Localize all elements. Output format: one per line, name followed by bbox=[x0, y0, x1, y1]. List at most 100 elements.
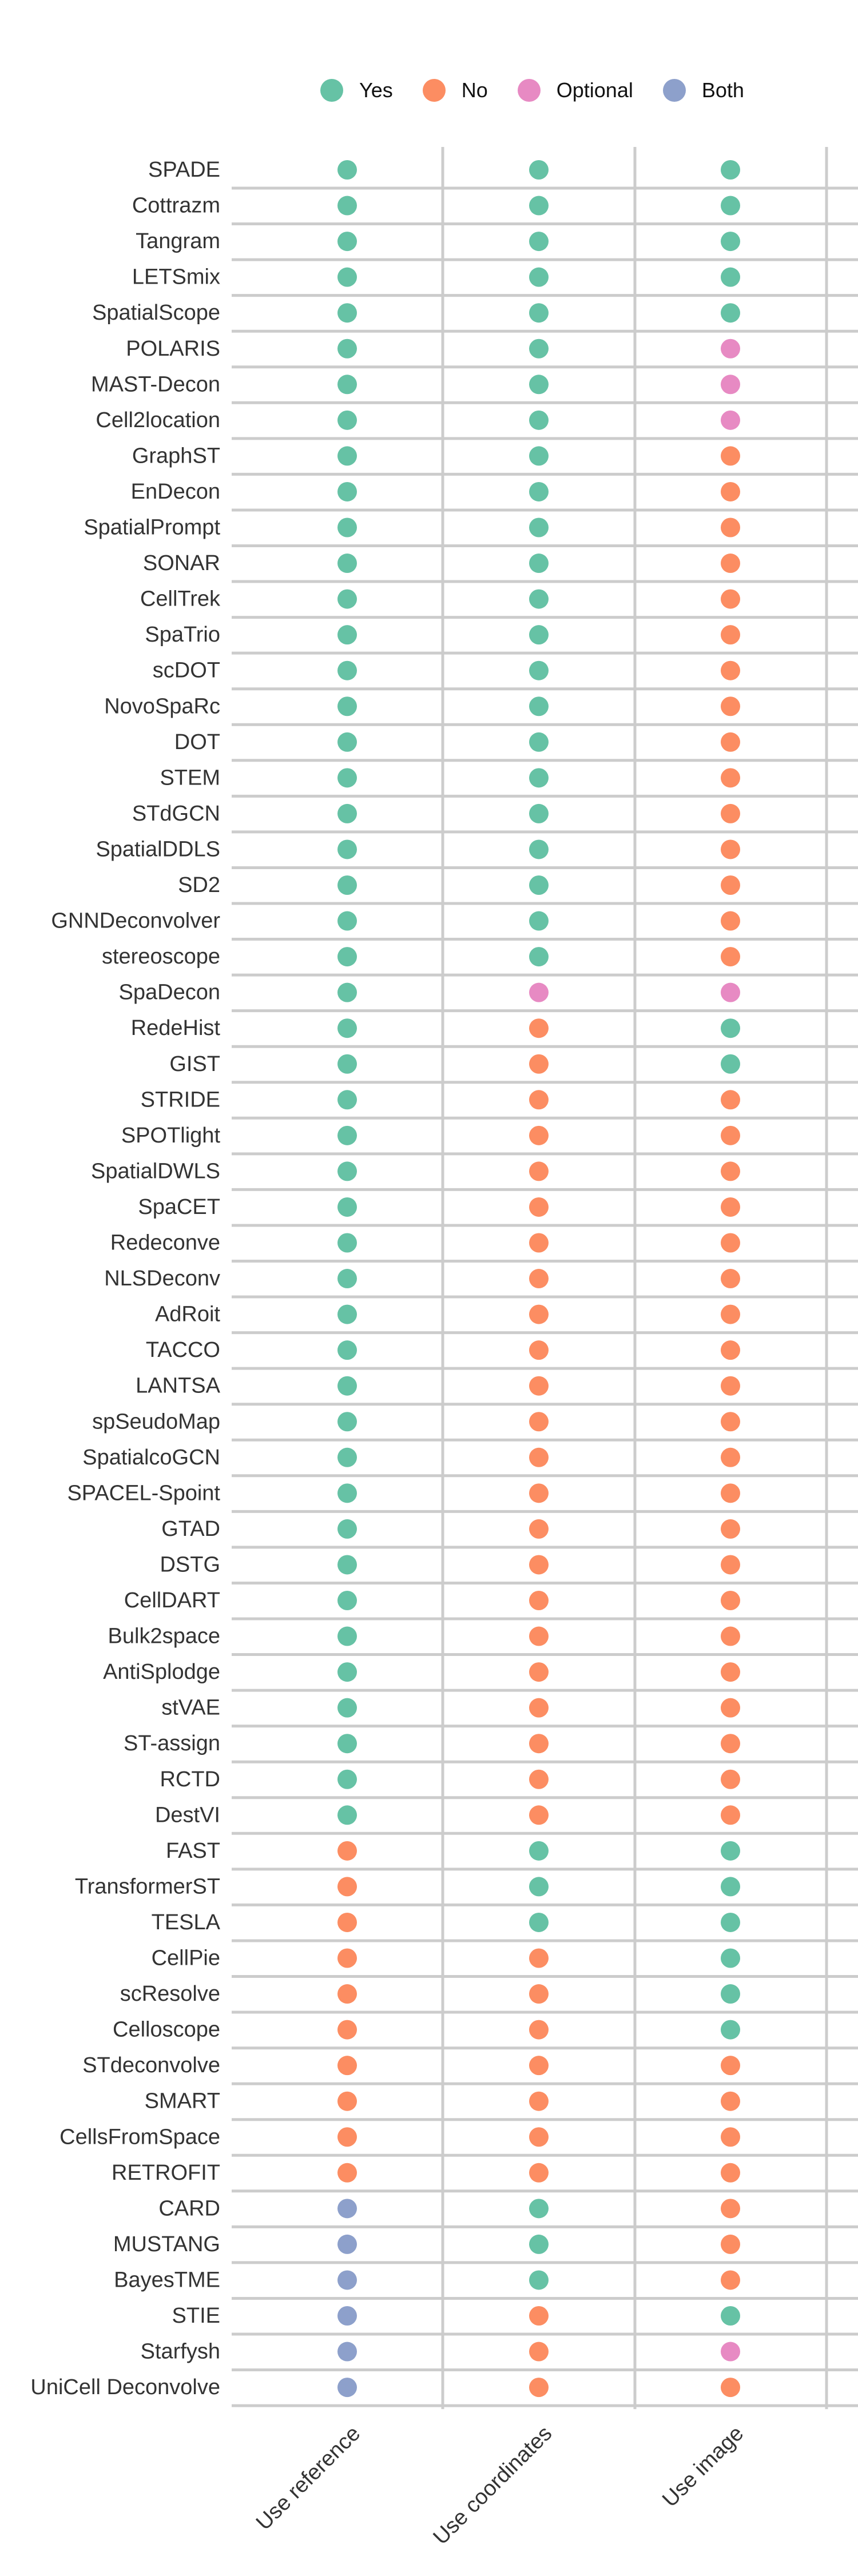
dot-use-reference bbox=[337, 696, 357, 716]
method-label: Cottrazm bbox=[132, 194, 220, 218]
dot-use-image bbox=[721, 2020, 740, 2040]
method-label: SpaCET bbox=[138, 1195, 220, 1219]
dot-use-coordinates bbox=[529, 1912, 549, 1932]
legend-label: Optional bbox=[556, 78, 633, 102]
dot-use-reference bbox=[337, 1125, 357, 1145]
method-label: FAST bbox=[166, 1839, 220, 1863]
dot-use-image bbox=[721, 1662, 740, 1682]
dot-use-image bbox=[721, 2342, 740, 2362]
method-label: DOT bbox=[174, 730, 220, 754]
dot-use-image bbox=[721, 1483, 740, 1503]
legend-label: No bbox=[461, 78, 488, 102]
dot-use-coordinates bbox=[529, 1269, 549, 1289]
dot-use-reference bbox=[337, 947, 357, 967]
method-label: STIE bbox=[172, 2304, 220, 2328]
dot-use-reference bbox=[337, 232, 357, 252]
dot-use-reference bbox=[337, 1018, 357, 1038]
dot-use-image bbox=[721, 1519, 740, 1539]
dot-use-reference bbox=[337, 1769, 357, 1789]
method-label: GIST bbox=[169, 1052, 220, 1076]
dot-use-image bbox=[721, 2199, 740, 2219]
dot-use-coordinates bbox=[529, 1376, 549, 1396]
dot-use-reference bbox=[337, 1877, 357, 1897]
dot-use-image bbox=[721, 1734, 740, 1754]
dot-use-reference bbox=[337, 196, 357, 216]
dot-use-reference bbox=[337, 2270, 357, 2290]
method-label: TransformerST bbox=[75, 1874, 220, 1898]
dot-use-coordinates bbox=[529, 410, 549, 430]
dot-use-reference bbox=[337, 2306, 357, 2326]
dot-use-image bbox=[721, 911, 740, 931]
dot-use-coordinates bbox=[529, 1090, 549, 1110]
dot-use-image bbox=[721, 2056, 740, 2076]
dot-use-image bbox=[721, 1304, 740, 1324]
method-label: POLARIS bbox=[126, 337, 220, 361]
method-label: AntiSplodge bbox=[103, 1660, 220, 1684]
dot-use-coordinates bbox=[529, 982, 549, 1002]
dot-use-coordinates bbox=[529, 1734, 549, 1754]
dot-use-coordinates bbox=[529, 1161, 549, 1181]
legend-swatch bbox=[422, 79, 446, 102]
method-label: CellPie bbox=[152, 1946, 220, 1970]
method-label: ST-assign bbox=[124, 1731, 220, 1755]
dot-use-reference bbox=[337, 1984, 357, 2004]
dot-use-image bbox=[721, 1841, 740, 1861]
dot-use-image bbox=[721, 1233, 740, 1253]
method-label: DestVI bbox=[155, 1803, 220, 1827]
dot-use-reference bbox=[337, 1519, 357, 1539]
dot-use-coordinates bbox=[529, 2020, 549, 2040]
dot-use-reference bbox=[337, 1304, 357, 1324]
method-label: spSeudoMap bbox=[92, 1410, 220, 1434]
dot-use-reference bbox=[337, 625, 357, 645]
legend-swatch bbox=[517, 79, 541, 102]
dot-use-image bbox=[721, 625, 740, 645]
dot-use-coordinates bbox=[529, 1626, 549, 1646]
dot-use-image bbox=[721, 481, 740, 501]
dot-use-coordinates bbox=[529, 2306, 549, 2326]
dot-use-reference bbox=[337, 2020, 357, 2040]
dot-use-coordinates bbox=[529, 232, 549, 252]
dot-use-image bbox=[721, 2163, 740, 2183]
dot-use-reference bbox=[337, 1662, 357, 1682]
dot-use-coordinates bbox=[529, 160, 549, 180]
dot-use-image bbox=[721, 554, 740, 574]
dot-use-coordinates bbox=[529, 1555, 549, 1575]
method-label: SpaDecon bbox=[119, 981, 220, 1005]
dot-use-image bbox=[721, 1269, 740, 1289]
dot-use-reference bbox=[337, 1483, 357, 1503]
method-label: scResolve bbox=[120, 1982, 220, 2006]
method-label: AdRoit bbox=[155, 1303, 220, 1327]
method-label: GNNDeconvolver bbox=[51, 909, 220, 933]
dot-use-coordinates bbox=[529, 732, 549, 752]
method-label: CellsFromSpace bbox=[59, 2125, 220, 2149]
dot-use-image bbox=[721, 1912, 740, 1932]
method-label: Celloscope bbox=[113, 2018, 220, 2042]
method-label: SONAR bbox=[143, 551, 220, 575]
dot-use-coordinates bbox=[529, 1483, 549, 1503]
method-label: GTAD bbox=[161, 1517, 220, 1541]
dot-use-image bbox=[721, 1412, 740, 1432]
dot-use-image bbox=[721, 1376, 740, 1396]
dot-use-coordinates bbox=[529, 2378, 549, 2398]
dot-use-image bbox=[721, 410, 740, 430]
dot-use-coordinates bbox=[529, 1340, 549, 1360]
method-label: SPADE bbox=[148, 158, 220, 182]
dot-use-coordinates bbox=[529, 1805, 549, 1825]
dot-use-image bbox=[721, 2306, 740, 2326]
dot-use-reference bbox=[337, 517, 357, 538]
dot-use-coordinates bbox=[529, 2127, 549, 2147]
method-label: stereoscope bbox=[102, 945, 220, 969]
method-label: SpatialDWLS bbox=[91, 1159, 220, 1183]
dot-use-coordinates bbox=[529, 696, 549, 716]
dot-use-image bbox=[721, 1090, 740, 1110]
dot-use-reference bbox=[337, 1340, 357, 1360]
dot-use-reference bbox=[337, 481, 357, 501]
method-label: STRIDE bbox=[141, 1088, 220, 1112]
dot-use-image bbox=[721, 517, 740, 538]
dot-use-coordinates bbox=[529, 1948, 549, 1968]
dot-use-image bbox=[721, 2234, 740, 2254]
method-label: SMART bbox=[145, 2089, 220, 2113]
dot-use-image bbox=[721, 1877, 740, 1897]
dot-use-coordinates bbox=[529, 2199, 549, 2219]
